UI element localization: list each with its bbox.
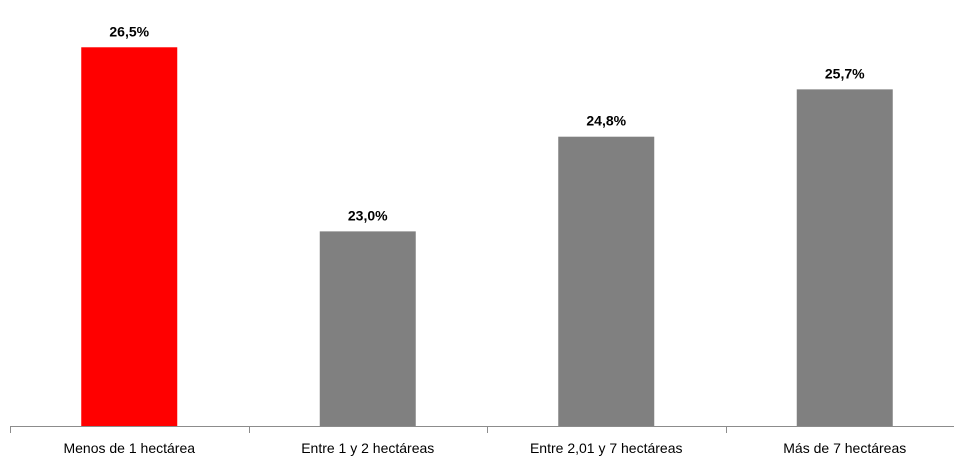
category-label: Entre 2,01 y 7 hectáreas — [530, 440, 683, 456]
bar — [319, 231, 416, 426]
bars-group — [81, 47, 893, 427]
category-labels-group: Menos de 1 hectárea Entre 1 y 2 hectáreas… — [63, 440, 906, 456]
x-axis-ticks — [10, 426, 727, 433]
bar — [558, 136, 655, 426]
category-label: Menos de 1 hectárea — [63, 440, 195, 456]
category-label: Más de 7 hectáreas — [783, 440, 906, 456]
bar-value-label: 25,7% — [825, 65, 865, 81]
bar-value-label: 26,5% — [109, 23, 149, 39]
category-label: Entre 1 y 2 hectáreas — [301, 440, 434, 456]
bar — [81, 47, 178, 426]
bar — [796, 89, 893, 427]
value-labels-group: 26,5% 23,0% 24,8% 25,7% — [109, 23, 865, 223]
bar-value-label: 24,8% — [586, 113, 626, 129]
bar-value-label: 23,0% — [348, 207, 388, 223]
